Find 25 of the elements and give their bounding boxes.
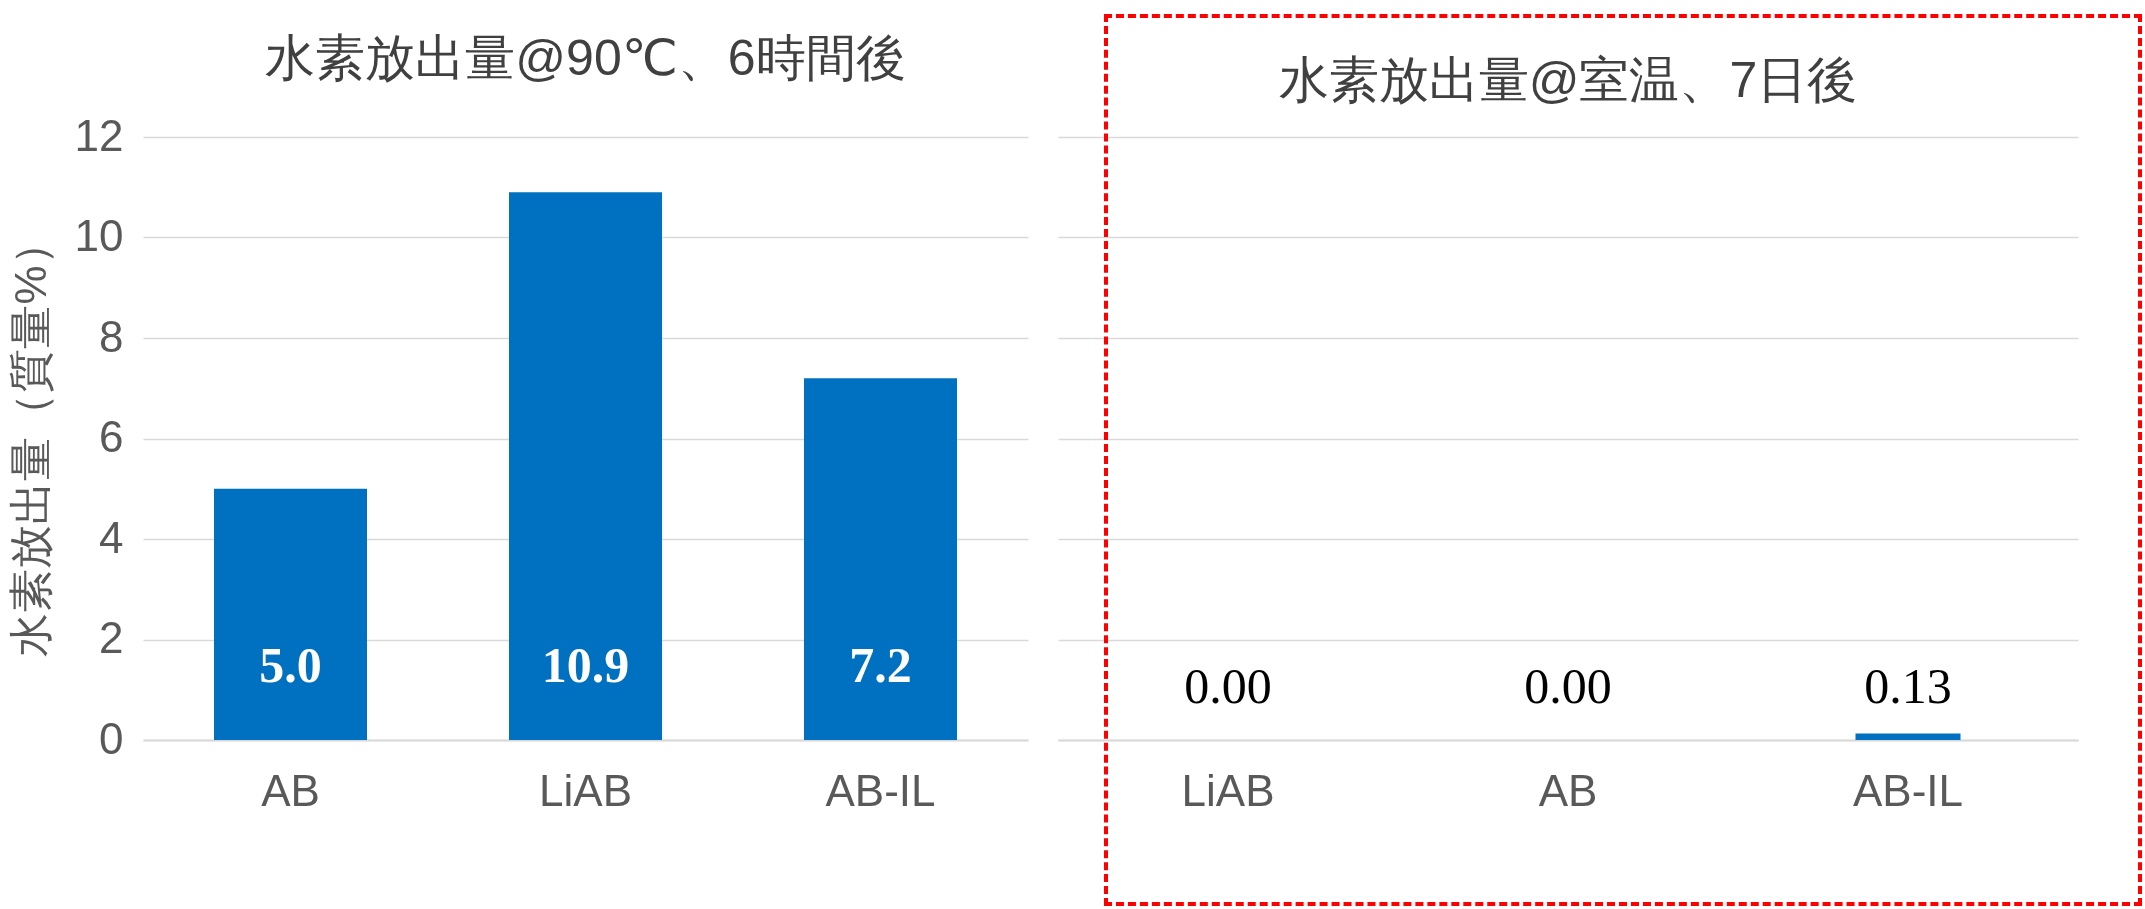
data-label: 0.13 (1864, 658, 1952, 714)
chart-title: 水素放出量@90℃、6時間後 (265, 30, 906, 86)
data-label: 7.2 (849, 637, 912, 693)
x-tick-label: LiAB (1181, 765, 1275, 815)
x-tick-label: AB (1538, 765, 1598, 815)
bar (214, 488, 367, 740)
data-label: 10.9 (541, 637, 630, 693)
x-tick-label: LiAB (539, 765, 632, 815)
y-tick-label: 2 (99, 613, 124, 662)
y-tick-label: 8 (99, 311, 124, 361)
bar (509, 192, 662, 740)
x-tick-label: AB-IL (1852, 765, 1964, 815)
data-label: 5.0 (259, 637, 322, 693)
y-tick-label: 6 (99, 412, 124, 461)
y-tick-label: 12 (74, 110, 124, 160)
x-tick-label: AB (261, 765, 320, 815)
bar (804, 378, 957, 740)
x-tick-label: AB-IL (825, 765, 936, 815)
data-label: 0.00 (1184, 658, 1272, 714)
y-axis-title: 水素放出量（質量%） (5, 221, 55, 657)
y-tick-label: 4 (99, 512, 124, 562)
data-label: 0.00 (1524, 658, 1612, 714)
y-tick-label: 0 (99, 713, 124, 763)
y-tick-label: 10 (74, 211, 124, 260)
chart-title: 水素放出量@室温、7日後 (1278, 52, 1858, 108)
